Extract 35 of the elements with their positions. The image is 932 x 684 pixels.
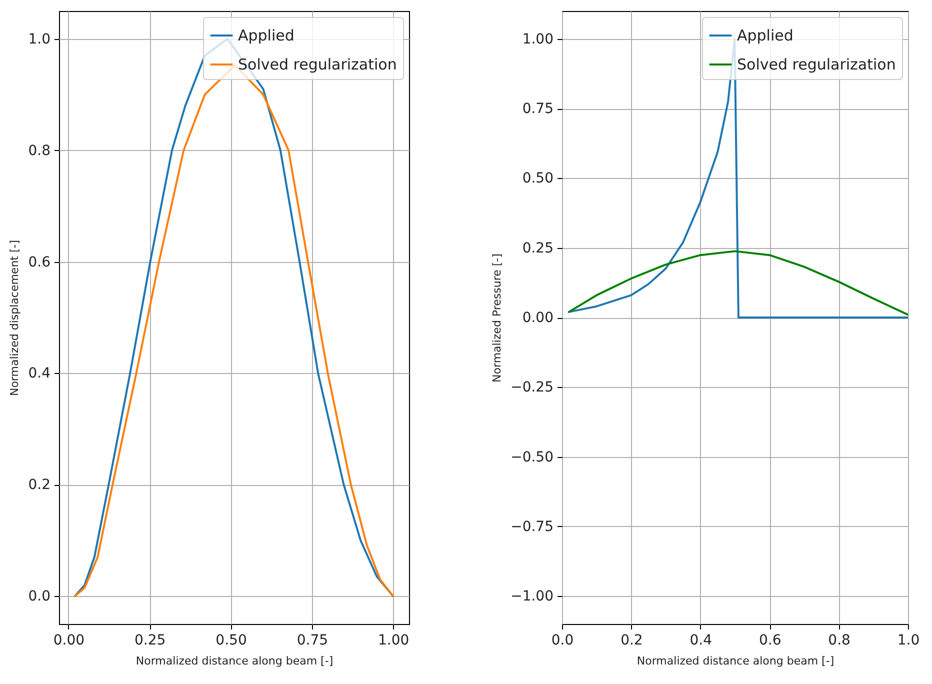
y-tick-label: −0.25 — [510, 380, 554, 396]
legend-label: Applied — [737, 26, 794, 44]
y-axis-title: Normalized displacement [-] — [8, 240, 22, 396]
line-series — [568, 250, 908, 316]
y-tick-label: 0.2 — [28, 477, 50, 494]
legend-label: Solved regularization — [238, 56, 397, 74]
x-tick-label: 0.0 — [551, 632, 574, 648]
y-tick-label: 0.25 — [522, 240, 554, 256]
legend-label: Applied — [238, 26, 294, 44]
y-tick-label: 0.0 — [28, 588, 50, 605]
y-tick-label: −1.00 — [510, 588, 554, 605]
x-tick-label: 0.8 — [828, 632, 850, 648]
y-tick-label: 0.4 — [28, 366, 51, 382]
x-tick-label: 0.25 — [134, 632, 166, 648]
y-tick-label: 0.00 — [522, 310, 554, 326]
legend-label: Solved regularization — [737, 56, 896, 74]
x-tick-label: 0.50 — [216, 632, 247, 648]
y-tick-label: 0.75 — [522, 101, 554, 118]
y-tick-label: 0.50 — [522, 170, 554, 187]
x-axis-title: Normalized distance along beam [-] — [636, 654, 834, 668]
x-tick-label: 0.6 — [758, 632, 782, 648]
x-tick-label: 1.00 — [378, 632, 410, 648]
y-tick-label: 1.0 — [28, 31, 50, 48]
x-tick-label: 0.2 — [620, 632, 643, 648]
x-tick-label: 0.4 — [690, 632, 712, 648]
x-tick-label: 0.75 — [296, 632, 328, 648]
x-axis-title: Normalized distance along beam [-] — [136, 654, 334, 668]
y-tick-label: −0.50 — [510, 449, 554, 466]
x-tick-label: 0.00 — [53, 632, 84, 648]
y-axis-title: Normalized Pressure [-] — [490, 254, 504, 382]
y-tick-label: 0.8 — [28, 142, 50, 159]
y-tick-label: 0.6 — [28, 254, 51, 270]
x-tick-label: 1.0 — [897, 632, 920, 648]
y-tick-label: −0.75 — [510, 518, 554, 535]
y-tick-label: 1.00 — [522, 31, 554, 48]
